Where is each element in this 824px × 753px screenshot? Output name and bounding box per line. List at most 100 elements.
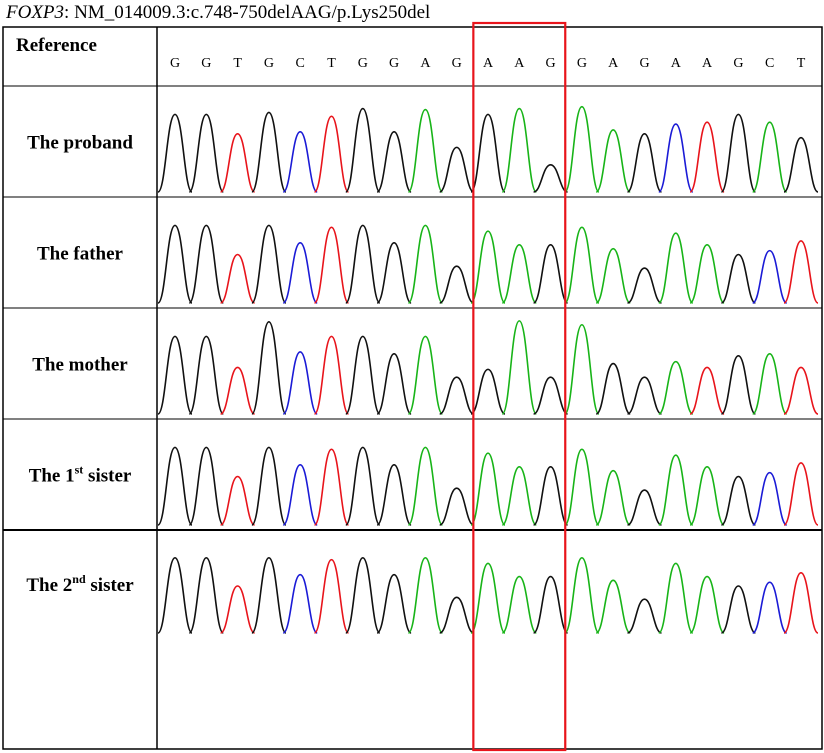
chromatogram-peak (751, 353, 788, 415)
chromatogram-peak (188, 446, 225, 526)
chromatogram-peak (219, 366, 256, 415)
reference-base: C (765, 56, 774, 71)
chromatogram-peak (407, 335, 444, 415)
chromatogram-peak (752, 581, 788, 634)
chromatogram-peak (407, 108, 444, 193)
chromatogram-peak (689, 366, 725, 415)
chromatogram-peak (627, 598, 662, 634)
chromatogram-peak (658, 360, 694, 415)
chromatogram-peak (439, 265, 475, 304)
sample-label: The father (37, 244, 124, 265)
chromatogram-peak (376, 573, 412, 634)
chromatogram-peak (564, 448, 600, 526)
reference-label: Reference (16, 35, 97, 56)
chromatogram-peak (595, 247, 631, 304)
chromatogram-peak (689, 575, 725, 634)
variant-notation: : NM_014009.3:c.748-750delAAG/p.Lys250de… (64, 2, 431, 23)
chromatogram-peak (157, 113, 193, 193)
sample-label: The 2nd sister (26, 572, 134, 596)
reference-base: G (452, 56, 462, 71)
reference-base: G (639, 56, 649, 71)
chromatogram-peak (532, 243, 569, 304)
reference-base: G (733, 56, 743, 71)
chromatogram-peak (783, 136, 819, 193)
reference-base: G (389, 56, 399, 71)
chromatogram-peak (376, 242, 412, 304)
chromatogram-peak (376, 464, 412, 526)
chromatogram-peak (533, 376, 568, 415)
chromatogram-peak (595, 362, 631, 415)
chromatogram-peak (251, 556, 287, 634)
chromatogram-peak (439, 146, 475, 193)
chromatogram-peak (439, 596, 475, 634)
chromatogram-peak (658, 232, 694, 304)
chromatogram-peak (720, 354, 757, 415)
chromatogram-peak (720, 253, 756, 304)
chromatogram-peak (439, 487, 475, 526)
table-frame (2, 26, 823, 750)
chromatogram-peak (783, 462, 819, 526)
chromatogram-peak (220, 253, 256, 304)
chromatogram-peak (407, 556, 444, 634)
chromatogram-peak (470, 368, 506, 415)
chromatogram-peak (751, 121, 788, 193)
chromatogram-peak (533, 164, 568, 193)
chromatogram-peak (783, 572, 819, 634)
chromatogram-peak (783, 240, 819, 304)
chromatogram-peak (751, 471, 788, 526)
chromatogram-peak (689, 121, 725, 193)
reference-base: G (170, 56, 180, 71)
chromatogram-peak (282, 131, 318, 193)
chromatogram-peak (501, 465, 538, 526)
chromatogram-peak (501, 320, 538, 415)
chromatogram-peak (345, 107, 381, 193)
chromatogram-peak (564, 226, 600, 304)
reference-base: A (514, 56, 525, 71)
chromatogram-peak (564, 556, 600, 634)
chromatogram-peak (720, 113, 757, 193)
sample-label: The 1st sister (29, 463, 132, 487)
sample-label: The proband (27, 133, 133, 154)
chromatogram-peak (407, 446, 444, 526)
chromatogram-peak (564, 323, 600, 415)
reference-base: G (358, 56, 368, 71)
chromatogram-peak (470, 452, 506, 526)
chromatogram-peak (313, 558, 350, 634)
figure-caption: FOXP3: NM_014009.3:c.748-750delAAG/p.Lys… (6, 0, 430, 26)
chromatogram-peak (501, 243, 538, 304)
chromatogram-peak (627, 267, 662, 304)
chromatogram-peak (627, 489, 662, 526)
chromatogram-peak (689, 465, 725, 526)
chromatogram-peak (595, 579, 631, 634)
chromatogram-peak (345, 446, 381, 526)
chromatogram-peak (157, 556, 193, 634)
chromatogram-peak (658, 562, 694, 634)
chromatogram-peak (627, 376, 662, 415)
chromatogram-peak (751, 249, 788, 304)
chromatogram-peak (532, 575, 569, 634)
chromatogram-peak (658, 123, 694, 193)
chromatogram-peak (501, 107, 538, 193)
reference-base: G (264, 56, 274, 71)
chromatogram-peak (564, 105, 600, 193)
reference-base: G (577, 56, 587, 71)
chromatogram-peak (532, 465, 569, 526)
chromatogram-peak (313, 335, 350, 415)
chromatogram-peak (188, 113, 225, 193)
sample-label: The 3rd sister (27, 0, 134, 5)
chromatogram-peak (689, 243, 725, 304)
chromatogram-peak (470, 113, 506, 193)
chromatogram-peak (157, 335, 193, 415)
chromatogram-peak (251, 224, 287, 304)
chromatogram-peak (188, 224, 225, 304)
chromatogram-peak (282, 573, 318, 634)
reference-base: T (327, 56, 336, 71)
chromatogram-peak (376, 353, 412, 415)
reference-base: T (233, 56, 242, 71)
reference-base: G (201, 56, 211, 71)
chromatogram-peak (282, 351, 318, 415)
chromatogram-peak (251, 321, 287, 415)
deletion-highlight-box (472, 21, 567, 752)
chromatogram-peak (470, 562, 506, 634)
